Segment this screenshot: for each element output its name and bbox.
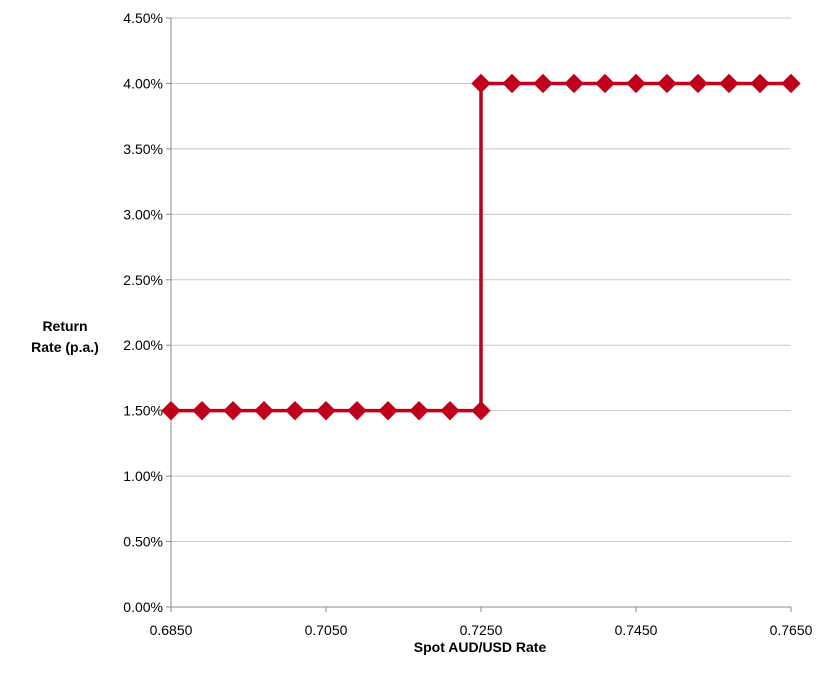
y-tick-label: 4.00% [123,75,163,91]
data-point [347,400,367,421]
y-tick-label: 4.50% [123,10,163,26]
data-point [564,73,584,94]
series-group [161,73,801,421]
data-point [378,400,398,421]
y-axis-title-line1: Return [42,318,87,334]
data-point [595,73,615,94]
data-point [223,400,243,421]
y-tick-label: 2.00% [123,337,163,353]
x-tick-label: 0.6850 [150,622,193,638]
x-tick-label: 0.7250 [460,622,503,638]
data-point [719,73,739,94]
y-tick-label: 0.00% [123,599,163,615]
tick-labels: 0.00% 0.50% 1.00% 1.50% 2.00% 2.50% 3.00% 3.50%… [123,10,812,638]
x-tick-label: 0.7450 [615,622,658,638]
data-point [409,400,429,421]
y-tick-label: 3.00% [123,206,163,222]
y-tick-label: 1.50% [123,403,163,419]
y-tick-label: 1.00% [123,468,163,484]
data-point [533,73,553,94]
series-line [171,81,791,413]
data-point [657,73,677,94]
x-tick-label: 0.7050 [305,622,348,638]
y-tick-label: 0.50% [123,534,163,550]
x-tick-label: 0.7650 [770,622,813,638]
y-tick-label: 2.50% [123,272,163,288]
x-axis-title: Spot AUD/USD Rate [414,639,547,655]
data-point [161,400,181,421]
data-point [626,73,646,94]
data-point [192,400,212,421]
data-point [502,73,522,94]
data-point [471,73,491,94]
data-point [750,73,770,94]
data-point [285,400,305,421]
data-point [254,400,274,421]
data-point [471,400,491,421]
y-axis-title-line2: Rate (p.a.) [31,339,99,355]
data-point [688,73,708,94]
data-point [781,73,801,94]
data-point [440,400,460,421]
data-point [316,400,336,421]
axes [166,17,792,612]
y-tick-label: 3.50% [123,141,163,157]
